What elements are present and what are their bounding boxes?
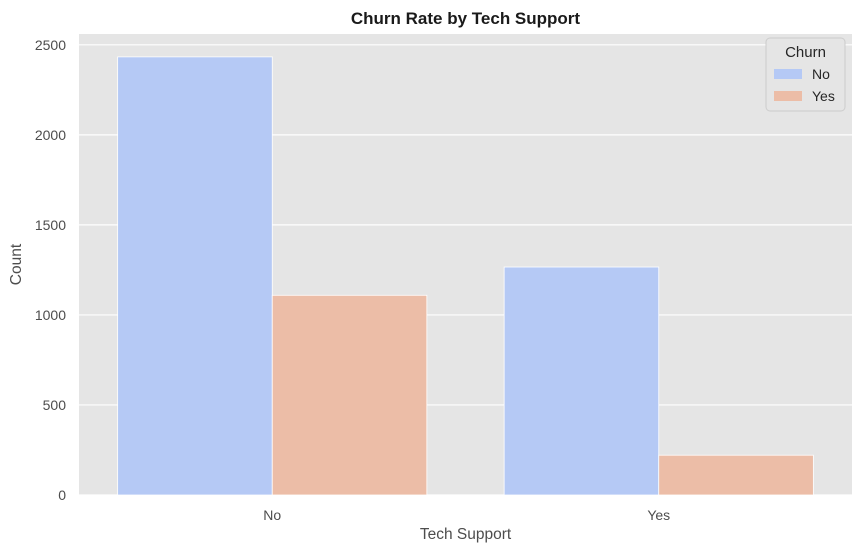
y-tick-label: 2500 (35, 37, 66, 53)
y-tick-label: 2000 (35, 127, 66, 143)
x-axis-label: Tech Support (420, 526, 512, 543)
x-tick-label: No (263, 507, 281, 523)
chart-title: Churn Rate by Tech Support (351, 9, 581, 28)
bar-yes-yes (658, 454, 814, 496)
bars (117, 56, 814, 496)
legend-label: No (812, 66, 830, 82)
y-tick-label: 500 (43, 397, 67, 413)
bar-yes-no (503, 266, 660, 496)
legend-items: No Yes (774, 66, 835, 104)
y-tick-label: 1500 (35, 217, 66, 233)
legend-label: Yes (812, 88, 835, 104)
bar-no-yes (271, 294, 428, 496)
x-tick-labels: No Yes (263, 507, 670, 523)
legend-swatch-no (774, 69, 802, 79)
bar-no-no (117, 56, 273, 496)
y-tick-label: 1000 (35, 307, 66, 323)
x-tick-label: Yes (647, 507, 670, 523)
y-tick-labels: 0 500 1000 1500 2000 2500 (35, 37, 66, 503)
legend: Churn No Yes (765, 37, 846, 112)
legend-title: Churn (785, 44, 826, 61)
y-axis-label: Count (8, 243, 25, 285)
y-tick-label: 0 (58, 487, 66, 503)
legend-swatch-yes (774, 91, 802, 101)
